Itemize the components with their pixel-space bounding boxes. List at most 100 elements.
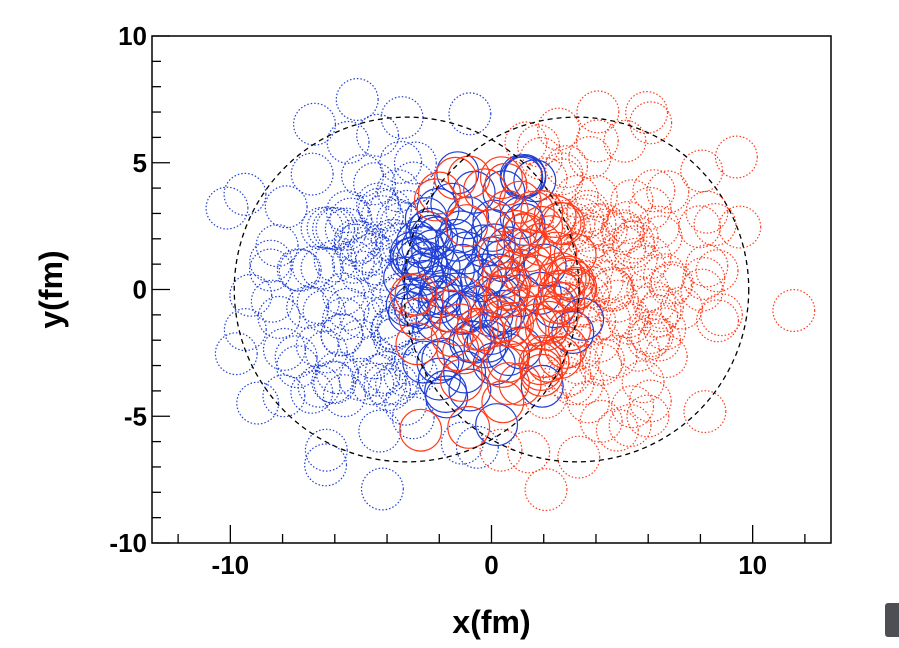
nucleon-circle	[430, 182, 474, 226]
nucleon-circle	[580, 259, 624, 303]
nucleon-circle	[292, 245, 336, 289]
nucleon-circle	[612, 225, 656, 269]
panel-tab-icon[interactable]	[885, 603, 899, 637]
nucleon-circle	[637, 318, 681, 362]
nucleon-circle	[626, 317, 670, 361]
nucleon-circle	[486, 339, 530, 383]
nucleon-circle	[548, 352, 592, 396]
nucleon-circle	[312, 207, 356, 251]
nucleon-circle	[354, 242, 398, 286]
nucleon-circle	[304, 428, 348, 472]
nucleon-circle	[643, 253, 687, 297]
nucleon-circle	[680, 268, 724, 312]
nucleon-circle	[566, 189, 610, 233]
nucleon-circle	[214, 332, 258, 376]
nucleon-circle	[481, 380, 525, 424]
nucleon-circle	[322, 272, 366, 316]
nucleon-circle	[616, 328, 660, 372]
nucleon-circle	[606, 201, 650, 245]
nucleon-circle	[630, 314, 674, 358]
nucleon-circle	[452, 170, 496, 214]
nucleus-outline-2	[403, 116, 750, 463]
nucleon-circle	[417, 357, 461, 401]
x-axis-title: x(fm)	[452, 604, 530, 640]
y-tick-label: 10	[118, 21, 147, 51]
nucleon-circle	[313, 361, 357, 405]
nucleon-circle	[325, 190, 369, 234]
nucleon-circle	[480, 344, 524, 388]
nucleon-circle	[640, 285, 684, 329]
nucleon-circle	[322, 374, 366, 418]
nucleon-circle	[503, 212, 547, 256]
nucleon-circle	[262, 327, 306, 371]
nucleon-circle	[608, 301, 652, 345]
nucleon-circle	[535, 295, 579, 339]
nucleon-circle	[315, 207, 359, 251]
nucleon-circle	[326, 120, 370, 164]
nucleon-circle	[718, 205, 762, 249]
nucleon-circle	[772, 289, 816, 333]
nucleon-circle	[472, 274, 516, 318]
nucleon-circle	[639, 215, 683, 259]
nucleon-circle	[358, 187, 402, 231]
nucleon-circle	[276, 248, 320, 292]
nucleon-circle	[626, 394, 670, 438]
nucleon-circle	[364, 351, 408, 395]
nucleon-circle	[419, 265, 463, 309]
nucleon-circle	[295, 324, 339, 368]
nucleon-circle	[286, 285, 330, 329]
nucleon-circle	[347, 230, 391, 274]
nucleon-circle	[551, 362, 595, 406]
nucleon-circle	[601, 212, 645, 256]
nucleon-circle	[424, 370, 468, 414]
nucleon-circle	[590, 268, 634, 312]
nucleon-circle	[547, 308, 591, 352]
nucleon-circle	[558, 303, 602, 347]
nucleon-circle	[351, 362, 395, 406]
nucleon-circle	[544, 145, 588, 189]
nucleon-circle	[520, 364, 564, 408]
nucleon-circle	[678, 205, 722, 249]
nucleon-circle	[411, 229, 455, 273]
nucleon-circle	[249, 248, 293, 292]
nucleon-circle	[394, 351, 438, 395]
nucleon-circle	[573, 202, 617, 246]
nucleus-outlines	[233, 116, 750, 463]
nucleon-circle	[320, 313, 364, 357]
nucleon-circle	[576, 90, 620, 134]
nucleon-circle	[574, 174, 618, 218]
nucleon-circle	[278, 248, 322, 292]
nucleon-circle	[356, 182, 400, 226]
nucleon-circle	[557, 435, 601, 479]
nucleon-circle	[567, 218, 611, 262]
nucleon-circle	[296, 281, 340, 325]
nucleon-circle	[430, 314, 474, 358]
nucleon-circle	[547, 255, 591, 299]
nucleon-circle	[614, 237, 658, 281]
nucleon-circle	[511, 190, 555, 234]
nucleon-circle	[611, 220, 655, 264]
nucleon-circle	[264, 185, 308, 229]
nucleon-circle	[560, 326, 604, 370]
nucleon-circle	[438, 303, 482, 347]
nucleon-circle	[339, 295, 383, 339]
nucleon-circle	[379, 140, 423, 184]
nucleon-circle	[447, 405, 491, 449]
nucleon-circle	[236, 381, 280, 425]
nucleon-circle	[594, 335, 638, 379]
nucleon-circle	[463, 168, 507, 212]
nucleon-circle	[290, 370, 334, 414]
nucleon-circle	[503, 155, 547, 199]
nucleon-circle	[399, 408, 443, 452]
nucleon-circle	[644, 335, 688, 379]
nucleon-circle	[406, 273, 450, 317]
nucleon-circle	[628, 311, 672, 355]
nucleon-circle	[205, 186, 249, 230]
nucleon-circle	[632, 169, 676, 213]
nucleon-circle	[520, 205, 564, 249]
nucleon-circle	[385, 283, 429, 327]
nucleon-circle	[628, 236, 672, 280]
nucleon-circle	[390, 339, 434, 383]
nucleon-circle	[685, 244, 729, 288]
nucleon-circle	[524, 307, 568, 351]
